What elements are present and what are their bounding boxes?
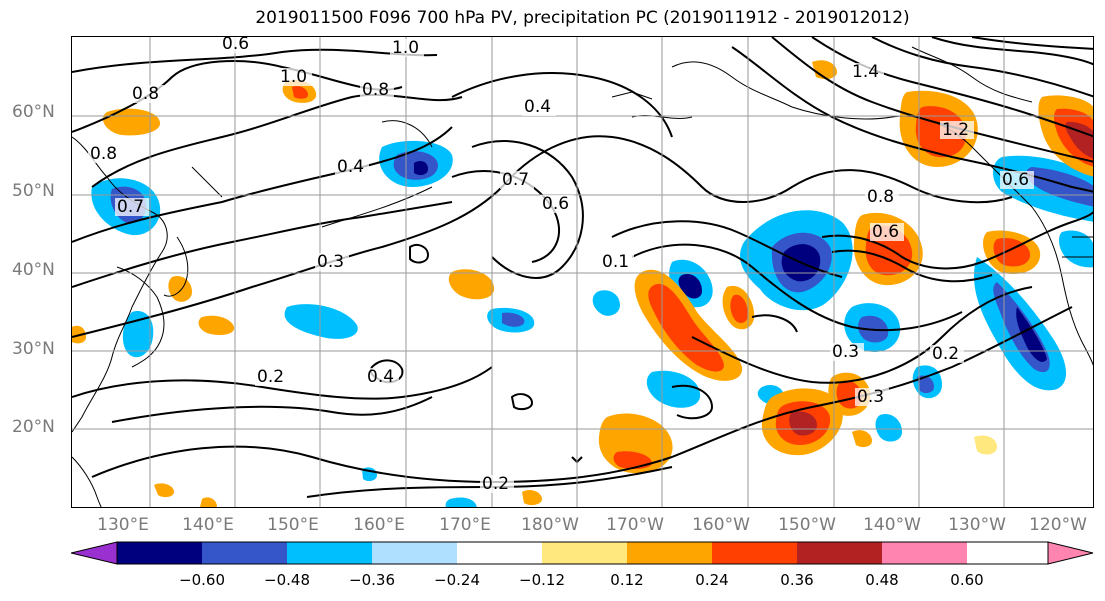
precip-blob (678, 273, 702, 299)
longitude-label: 170°W (606, 515, 664, 535)
colorbar-bin (542, 542, 627, 564)
contour-label: 0.6 (1002, 170, 1029, 190)
colorbar-tick-label: 0.48 (865, 571, 899, 589)
precip-blob (102, 108, 161, 136)
colorbar-tick-label: −0.60 (179, 571, 225, 589)
contour-label: 0.2 (257, 367, 284, 387)
latitude-label: 40°N (12, 260, 55, 280)
precip-blob (875, 413, 902, 442)
contour-label: 0.6 (872, 222, 899, 242)
colorbar-tick-label: 0.36 (780, 571, 814, 589)
colorbar-tick-label: 0.60 (950, 571, 984, 589)
longitude-label: 130°W (948, 515, 1006, 535)
colorbar-bin (457, 542, 542, 564)
colorbar-extend-left (71, 541, 118, 565)
contour-label: 0.1 (602, 252, 629, 272)
precip-blob (200, 497, 217, 507)
contour-label: 0.7 (502, 170, 529, 190)
colorbar-bin (712, 542, 797, 564)
precip-blob (648, 283, 724, 372)
map-panel: 0.6 1.0 1.0 0.8 0.8 0.8 0.4 0.7 0.6 0.4 0.3 0.4 0.2 0… (71, 36, 1094, 508)
longitude-label: 140°E (182, 515, 234, 535)
latitude-label: 20°N (12, 417, 55, 437)
latitude-label: 60°N (12, 102, 55, 122)
precip-blob (445, 497, 477, 507)
colorbar-bin (202, 542, 287, 564)
contour-label: 0.8 (132, 84, 159, 104)
longitude-label: 160°W (692, 515, 750, 535)
contour-label: 0.6 (542, 194, 569, 214)
colorbar-tick-label: −0.24 (434, 571, 480, 589)
map-canvas: 0.6 1.0 1.0 0.8 0.8 0.8 0.4 0.7 0.6 0.4 0.3 0.4 0.2 0… (72, 37, 1093, 507)
precip-blob (1016, 307, 1047, 362)
longitude-label: 180°W (521, 515, 579, 535)
precip-blob (284, 304, 358, 339)
contour-label: 0.7 (117, 197, 144, 217)
contour-label: 0.6 (222, 37, 249, 54)
longitude-label: 160°E (353, 515, 405, 535)
precip-blob (414, 161, 428, 176)
precip-blob (1059, 230, 1093, 268)
longitude-label: 120°W (1029, 515, 1087, 535)
colorbar (71, 541, 1094, 565)
colorbar-bin (882, 542, 967, 564)
precip-blob (168, 275, 192, 302)
colorbar-bin (372, 542, 457, 564)
precip-blob (1065, 121, 1093, 159)
precip-blob (522, 489, 542, 506)
precip-blob (812, 60, 837, 80)
colorbar-extend-right (1047, 541, 1094, 565)
contour-label: 1.0 (392, 38, 419, 58)
contour-label: 0.8 (90, 144, 117, 164)
colorbar-bin (287, 542, 372, 564)
contour-label: 1.4 (852, 62, 879, 82)
contour-label: 1.2 (942, 120, 969, 140)
precip-blob (646, 370, 701, 408)
colorbar-tick-label: 0.24 (695, 571, 729, 589)
precip-blob (613, 451, 652, 470)
coastlines (72, 46, 1093, 507)
precip-blob (154, 483, 174, 498)
map-title: 2019011500 F096 700 hPa PV, precipitatio… (255, 8, 910, 28)
longitude-label: 170°E (439, 515, 491, 535)
contour-label: 0.8 (867, 187, 894, 207)
precip-blob (917, 375, 934, 394)
contour-label: 0.3 (857, 387, 884, 407)
contour-label: 0.4 (337, 157, 364, 177)
colorbar-bin (117, 542, 202, 564)
precip-blob (974, 435, 997, 455)
grid-lines (72, 37, 1093, 507)
contour-label: 0.4 (367, 367, 394, 387)
contour-label: 0.2 (482, 474, 509, 494)
longitude-label: 150°W (778, 515, 836, 535)
latitude-label: 50°N (12, 181, 55, 201)
colorbar-tick-label: 0.12 (610, 571, 644, 589)
contour-label: 1.0 (280, 67, 307, 87)
precip-blob (292, 86, 308, 99)
latitude-label: 30°N (12, 339, 55, 359)
precip-blob (198, 315, 235, 335)
longitude-label: 150°E (267, 515, 319, 535)
contour-label: 0.2 (932, 344, 959, 364)
contour-label: 0.3 (317, 252, 344, 272)
precip-blob (592, 290, 620, 316)
precip-blob (502, 312, 525, 327)
colorbar-tick-label: −0.48 (264, 571, 310, 589)
precip-blob (852, 430, 872, 448)
contour-labels: 0.6 1.0 1.0 0.8 0.8 0.8 0.4 0.7 0.6 0.4 0.3 0.4 0.2 0… (88, 37, 1034, 494)
longitude-label: 140°W (863, 515, 921, 535)
colorbar-bin (627, 542, 712, 564)
contour-label: 0.8 (362, 80, 389, 100)
precip-blob (1026, 167, 1093, 207)
longitude-label: 130°E (97, 515, 149, 535)
contour-label: 0.3 (832, 342, 859, 362)
precip-blob (730, 294, 748, 323)
colorbar-tick-label: −0.36 (349, 571, 395, 589)
contour-label: 0.4 (524, 97, 551, 117)
precip-blob (448, 269, 495, 300)
colorbar-tick-label: −0.12 (519, 571, 565, 589)
colorbar-bin (797, 542, 882, 564)
